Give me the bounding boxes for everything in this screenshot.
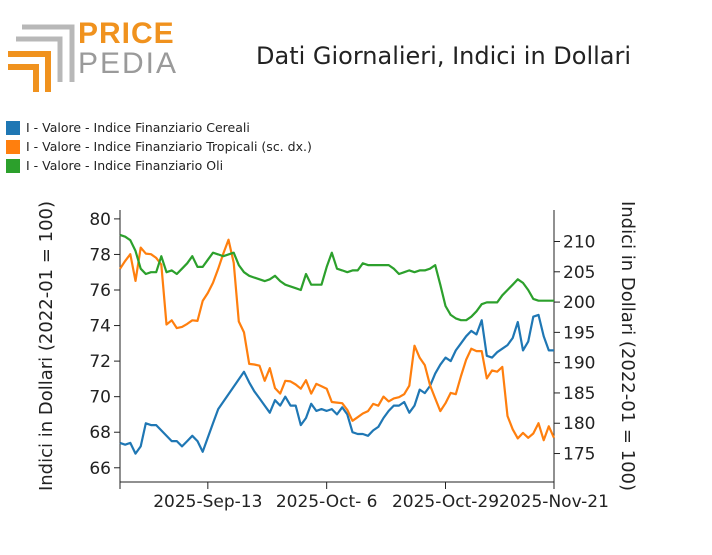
logo-mark-icon bbox=[8, 24, 75, 92]
legend-swatch-oli bbox=[6, 158, 20, 173]
logo-word-pedia: PEDIA bbox=[78, 47, 179, 80]
y2-tick-label: 200 bbox=[563, 293, 595, 313]
chart-title: Dati Giornalieri, Indici in Dollari bbox=[256, 42, 632, 70]
y-axis-title: Indici in Dollari (2022-01 = 100) bbox=[36, 201, 57, 491]
x-tick-label: 2025-Oct-29 bbox=[392, 492, 499, 512]
logo-word-price: PRICE bbox=[78, 17, 175, 50]
pricepedia-logo: PRICE PEDIA bbox=[0, 0, 176, 100]
y2-tick-label: 210 bbox=[563, 233, 595, 253]
legend-swatch-cereali bbox=[6, 120, 20, 135]
legend-item-oli[interactable]: I - Valore - Indice Finanziario Oli bbox=[6, 156, 312, 175]
y-tick-label: 76 bbox=[89, 281, 111, 301]
x-tick-label: 2025-Sep-13 bbox=[153, 492, 262, 512]
legend-label-tropicali: I - Valore - Indice Finanziario Tropical… bbox=[26, 139, 312, 154]
y-tick-label: 66 bbox=[89, 459, 111, 479]
legend: I - Valore - Indice Finanziario Cereali … bbox=[6, 118, 312, 175]
y-tick-label: 70 bbox=[89, 388, 111, 408]
y-tick-label: 78 bbox=[89, 245, 111, 265]
y2-tick-label: 205 bbox=[563, 263, 595, 283]
y2-tick-label: 195 bbox=[563, 323, 595, 343]
x-tick-label: 2025-Oct- 6 bbox=[276, 492, 378, 512]
y2-tick-label: 190 bbox=[563, 354, 595, 374]
series-line-1 bbox=[119, 238, 556, 442]
y2-tick-label: 180 bbox=[563, 414, 595, 434]
legend-label-cereali: I - Valore - Indice Finanziario Cereali bbox=[26, 120, 250, 135]
y-tick-label: 72 bbox=[89, 352, 111, 372]
y-tick-label: 68 bbox=[89, 423, 111, 443]
legend-item-tropicali[interactable]: I - Valore - Indice Finanziario Tropical… bbox=[6, 137, 312, 156]
series-line-2 bbox=[119, 233, 554, 322]
legend-label-oli: I - Valore - Indice Finanziario Oli bbox=[26, 158, 224, 173]
x-tick-label: 2025-Nov-21 bbox=[499, 492, 609, 512]
series-lines bbox=[119, 233, 556, 455]
axes: 66 68 70 72 74 76 78 80 175 180 185 190 195 200 205 210… bbox=[89, 210, 609, 512]
y2-tick-label: 175 bbox=[563, 445, 595, 465]
series-line-0 bbox=[119, 313, 554, 455]
y-tick-label: 80 bbox=[89, 210, 111, 230]
y-tick-label: 74 bbox=[89, 317, 111, 337]
y2-tick-label: 185 bbox=[563, 384, 595, 404]
legend-swatch-tropicali bbox=[6, 139, 20, 154]
legend-item-cereali[interactable]: I - Valore - Indice Finanziario Cereali bbox=[6, 118, 312, 137]
y2-axis-title: Indici in Dollari (2022-01 = 100) bbox=[617, 201, 638, 491]
